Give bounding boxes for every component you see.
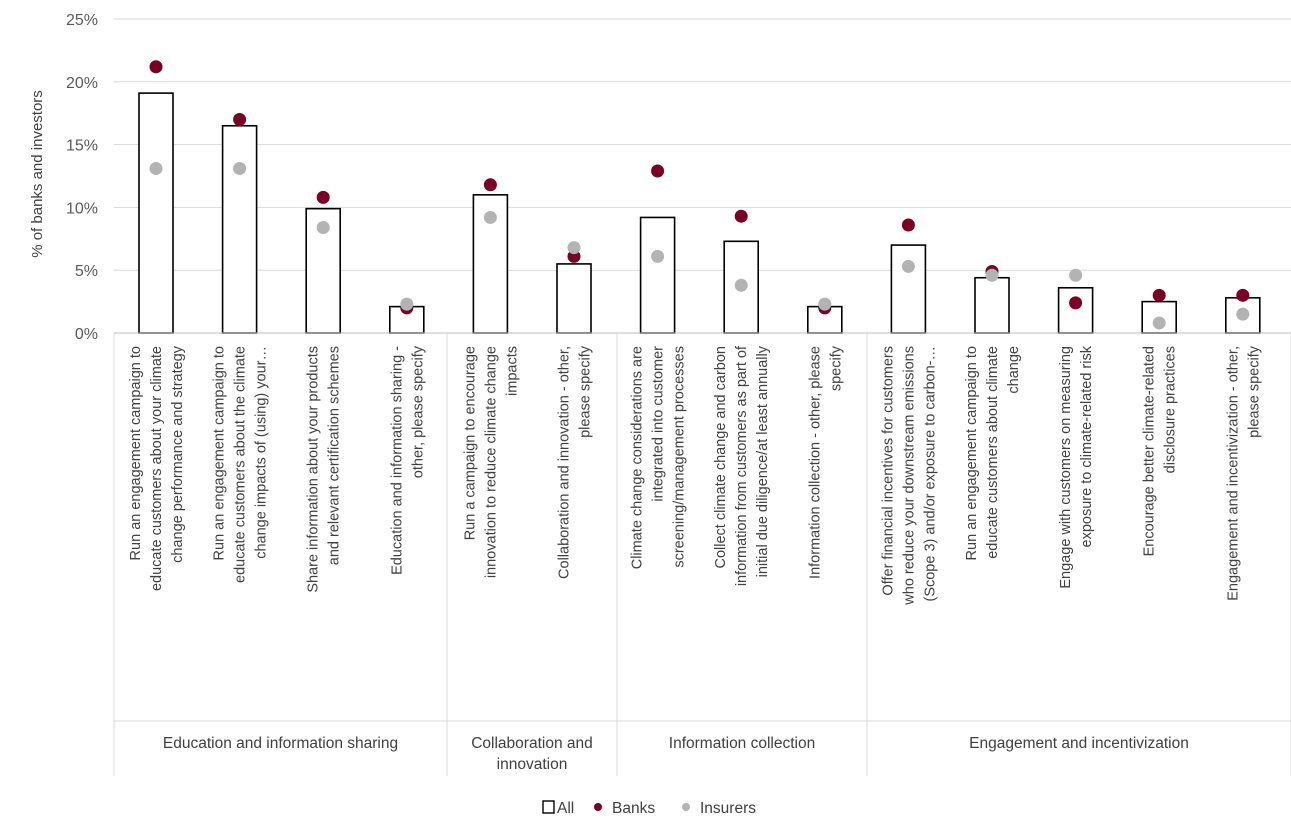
category-label: (Scope 3) and/or exposure to carbon-… xyxy=(922,346,938,602)
category-label: educate customers about the climate xyxy=(233,346,249,583)
category-label: Share information about your products xyxy=(306,346,322,593)
category-label: Run a campaign to encourage xyxy=(462,346,478,540)
point-insurers xyxy=(818,297,832,311)
bar-all xyxy=(974,276,1010,334)
category-label: integrated into customer xyxy=(651,346,667,502)
category-label: please specify xyxy=(578,345,594,438)
category-label: Encourage better climate-related xyxy=(1142,346,1158,556)
point-insurers xyxy=(483,210,497,224)
category-label: impacts xyxy=(504,346,520,396)
category-label: Engage with customers on measuring xyxy=(1058,346,1074,589)
point-banks xyxy=(734,209,748,223)
category-label: change impacts of (using) your… xyxy=(254,346,270,559)
point-insurers xyxy=(149,161,163,175)
bar-all xyxy=(221,124,258,334)
bar-series-all xyxy=(138,92,1261,334)
point-banks xyxy=(1152,288,1166,302)
y-tick-label: 25% xyxy=(66,12,98,29)
point-banks xyxy=(1069,296,1083,310)
group-label: Engagement and incentivization xyxy=(969,735,1189,752)
category-label: please specify xyxy=(1246,345,1262,438)
group-label: Collaboration and xyxy=(471,735,593,752)
category-label: and relevant certification schemes xyxy=(327,346,343,565)
legend: All Banks Insurers xyxy=(542,800,756,817)
legend-label-all: All xyxy=(557,800,574,817)
point-banks xyxy=(233,112,247,126)
y-tick-label: 10% xyxy=(66,200,98,217)
group-labels: Education and information sharing Collabo… xyxy=(163,735,1189,773)
y-axis-label: % of banks and investors xyxy=(29,90,46,258)
category-label: Engagement and incentivization - other, xyxy=(1225,346,1241,601)
category-label: Collect climate change and carbon xyxy=(713,346,729,568)
bar-all xyxy=(556,263,592,334)
point-banks xyxy=(901,218,915,232)
category-label: Run an engagement campaign to xyxy=(128,346,144,560)
bar-all xyxy=(890,244,927,334)
point-insurers xyxy=(316,220,330,234)
category-label: disclosure practices xyxy=(1163,346,1179,473)
category-label: educate customers about climate xyxy=(985,346,1001,559)
point-insurers xyxy=(1152,316,1166,330)
category-label: information from customers as part of xyxy=(734,345,750,586)
category-label: initial due diligence/at least annually xyxy=(755,345,771,577)
group-label: Education and information sharing xyxy=(163,735,398,752)
legend-marker-banks xyxy=(594,803,602,811)
category-label: change xyxy=(1006,346,1022,394)
y-tick-label: 0% xyxy=(75,326,98,343)
category-label: exposure to climate-related risk xyxy=(1079,345,1095,547)
legend-label-insurers: Insurers xyxy=(700,800,756,817)
category-label: Education and information sharing - xyxy=(389,346,405,575)
bar-all xyxy=(639,216,676,334)
gridlines xyxy=(114,18,1291,271)
category-label: Collaboration and innovation - other, xyxy=(557,346,573,579)
point-banks xyxy=(651,164,665,178)
point-banks xyxy=(483,178,497,192)
point-banks xyxy=(316,190,330,204)
x-axis-structure xyxy=(113,332,1291,776)
category-label: innovation to reduce climate change xyxy=(483,346,499,578)
y-tick-label: 20% xyxy=(66,75,98,92)
category-label: screening/management processes xyxy=(672,346,688,568)
point-insurers xyxy=(734,278,748,292)
point-banks xyxy=(149,60,163,74)
category-label: Offer financial incentives for customers xyxy=(880,346,896,596)
legend-marker-insurers xyxy=(682,803,690,811)
y-tick-label: 15% xyxy=(66,138,98,155)
category-label: educate customers about your climate xyxy=(149,346,165,591)
dot-series xyxy=(149,60,1250,330)
group-label: innovation xyxy=(497,756,568,773)
category-label: Run an engagement campaign to xyxy=(964,346,980,560)
category-label: other, please specify xyxy=(410,345,426,478)
category-label: change performance and strategy xyxy=(170,345,186,563)
point-insurers xyxy=(901,259,915,273)
legend-label-banks: Banks xyxy=(612,800,655,817)
point-insurers xyxy=(651,249,665,263)
point-insurers xyxy=(985,268,999,282)
y-tick-label: 5% xyxy=(75,263,98,280)
category-label: Run an engagement campaign to xyxy=(212,346,228,560)
category-label: Information collection - other, please xyxy=(807,346,823,579)
bar-all xyxy=(138,92,174,334)
category-label: specify xyxy=(828,345,844,391)
point-insurers xyxy=(567,241,581,255)
point-insurers xyxy=(233,161,247,175)
category-labels: Run an engagement campaign to educate cus… xyxy=(128,345,1262,606)
category-label: Climate change considerations are xyxy=(630,346,646,569)
bar-all xyxy=(1057,286,1094,334)
legend-marker-all xyxy=(542,800,555,814)
category-label: who reduce your downstream emissions xyxy=(901,346,917,606)
point-insurers xyxy=(1236,307,1250,321)
point-banks xyxy=(1236,288,1250,302)
group-label: Information collection xyxy=(669,735,815,752)
point-insurers xyxy=(1069,268,1083,282)
point-insurers xyxy=(400,297,414,311)
y-axis-ticks: 0% 5% 10% 15% 20% 25% xyxy=(66,12,98,343)
